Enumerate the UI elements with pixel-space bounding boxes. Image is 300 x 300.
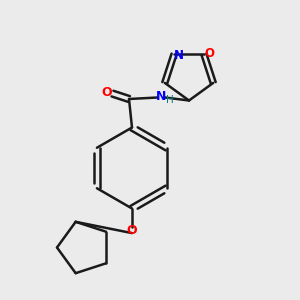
Text: N: N xyxy=(156,90,167,104)
Text: O: O xyxy=(127,224,137,238)
Text: O: O xyxy=(102,85,112,99)
Text: O: O xyxy=(204,47,214,60)
Text: H: H xyxy=(166,95,174,105)
Text: N: N xyxy=(173,50,184,62)
